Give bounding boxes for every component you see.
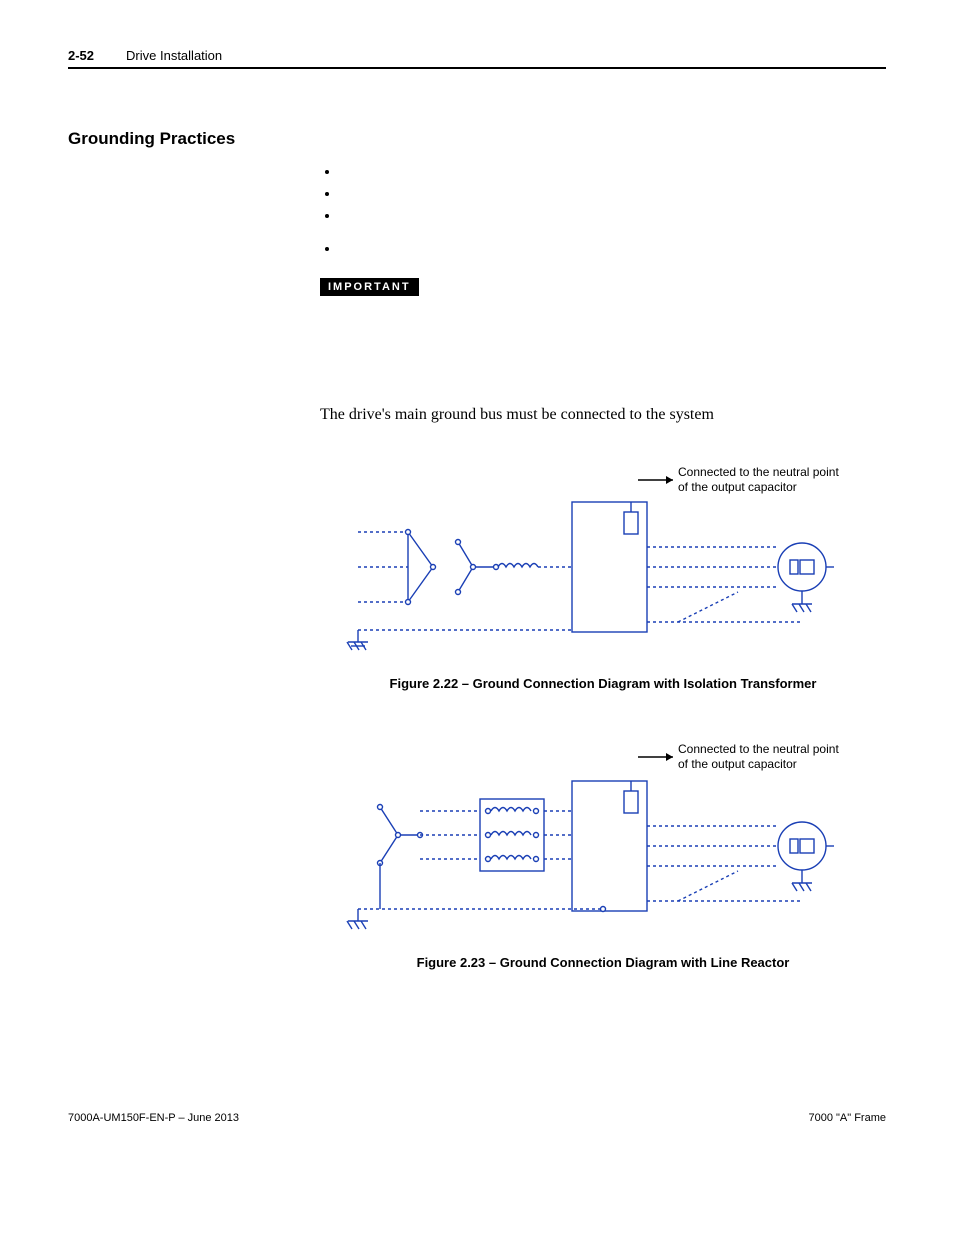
page-root: 2-52 Drive Installation Grounding Practi… <box>0 0 954 1150</box>
content-column: IMPORTANT The drive's main ground bus mu… <box>320 163 886 970</box>
bullet-item <box>340 185 886 203</box>
figure-2-22: Connected to the neutral point of the ou… <box>320 452 886 691</box>
annotation-line1: Connected to the neutral point <box>678 742 839 756</box>
page-number: 2-52 <box>68 48 94 63</box>
important-badge: IMPORTANT <box>320 278 419 296</box>
annotation-line1: Connected to the neutral point <box>678 465 839 479</box>
page-header: 2-52 Drive Installation <box>68 48 886 69</box>
bullet-list <box>340 163 886 258</box>
section-heading: Grounding Practices <box>68 129 886 149</box>
bullet-item <box>340 240 886 258</box>
body-paragraph: The drive's main ground bus must be conn… <box>320 406 886 424</box>
bullet-item <box>340 207 886 225</box>
chapter-title: Drive Installation <box>126 48 222 63</box>
bullet-item <box>340 163 886 181</box>
annotation-line2: of the output capacitor <box>678 757 797 771</box>
diagram-isolation-transformer: Connected to the neutral point of the ou… <box>338 452 868 662</box>
annotation-line2: of the output capacitor <box>678 480 797 494</box>
page-footer: 7000A-UM150F-EN-P – June 2013 7000 "A" F… <box>68 1112 886 1124</box>
diagram-line-reactor: Connected to the neutral point of the ou… <box>338 731 868 941</box>
footer-right: 7000 "A" Frame <box>808 1112 886 1124</box>
figure-caption: Figure 2.22 – Ground Connection Diagram … <box>320 676 886 691</box>
figure-2-23: Connected to the neutral point of the ou… <box>320 731 886 970</box>
footer-left: 7000A-UM150F-EN-P – June 2013 <box>68 1112 239 1124</box>
figure-caption: Figure 2.23 – Ground Connection Diagram … <box>320 955 886 970</box>
